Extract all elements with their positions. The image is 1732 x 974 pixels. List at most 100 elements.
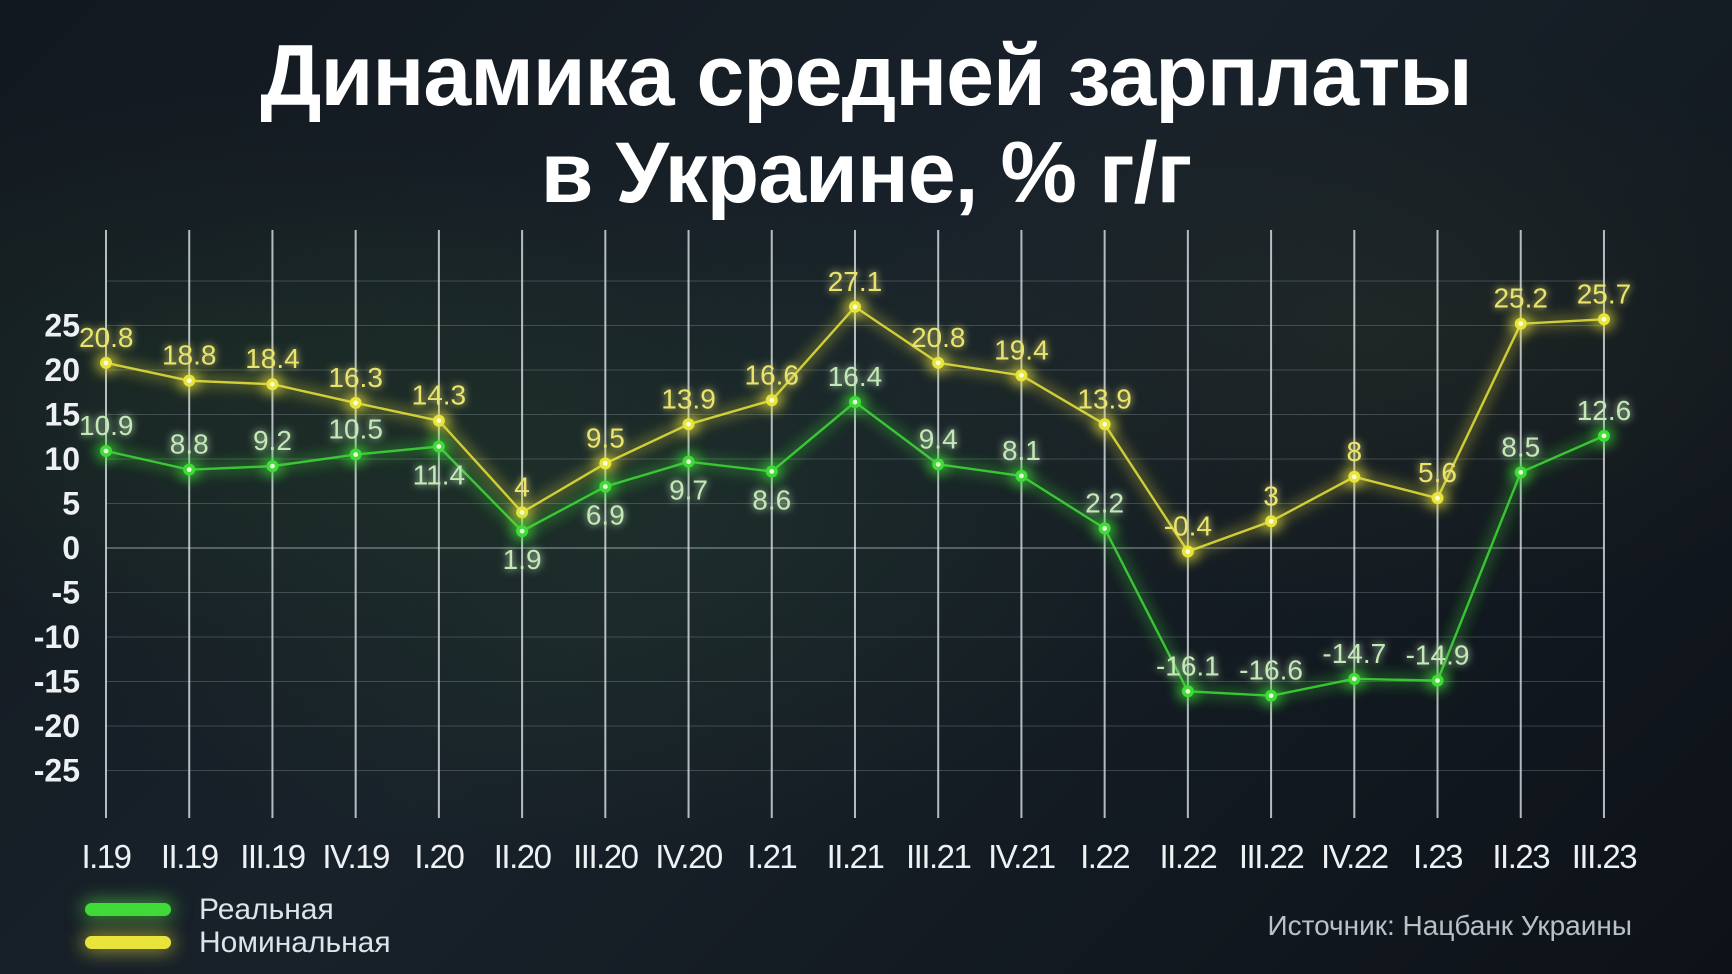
data-label: 8.6	[752, 484, 791, 515]
data-label: 20.8	[911, 322, 966, 353]
data-point-core	[436, 444, 442, 449]
data-point-core	[852, 399, 858, 405]
data-point-core	[602, 484, 608, 489]
legend-label-nominal: Номинальная	[199, 925, 391, 959]
data-point-core	[353, 452, 359, 457]
x-tick-label: I.21	[747, 838, 796, 875]
data-point-core	[1518, 321, 1524, 327]
x-tick-label: III.20	[573, 838, 639, 875]
data-label: -16.1	[1156, 650, 1220, 681]
data-point-core	[602, 461, 608, 466]
legend-item-nominal: Номинальная	[85, 926, 391, 959]
x-tick-label: II.23	[1492, 838, 1549, 875]
data-point-core	[769, 469, 775, 474]
data-label: 8	[1347, 436, 1363, 467]
data-point-core	[1351, 474, 1357, 480]
y-axis-tick-labels: 25 20 15 10 5 0 -5 -10 -15 -20 -25	[34, 308, 80, 789]
data-label: 9.5	[586, 422, 625, 453]
x-tick-label: IV.22	[1321, 838, 1388, 875]
y-tick-label: 25	[44, 308, 80, 344]
data-label: 27.1	[828, 266, 883, 297]
data-label: 12.6	[1577, 395, 1632, 426]
data-point-core	[1019, 473, 1024, 479]
data-point-core	[186, 467, 192, 473]
data-label: 16.4	[828, 361, 883, 392]
x-tick-label: II.22	[1160, 838, 1217, 875]
data-label: 11.4	[413, 460, 465, 491]
data-point-core	[769, 397, 775, 403]
data-point-core	[103, 360, 109, 366]
x-tick-label: III.21	[906, 838, 971, 875]
data-point-core	[1102, 526, 1108, 531]
data-label: 5.6	[1418, 457, 1457, 488]
data-label: -16.6	[1239, 655, 1303, 686]
data-point-core	[1268, 693, 1274, 699]
data-label: 25.7	[1577, 278, 1632, 309]
data-label: -14.9	[1406, 640, 1470, 671]
x-tick-label: III.19	[240, 838, 305, 875]
data-label: 10.9	[79, 410, 134, 441]
data-label: 10.5	[328, 414, 383, 445]
data-point-core	[1435, 678, 1440, 684]
data-point-core	[1435, 495, 1440, 501]
horizontal-gridlines	[106, 280, 1604, 771]
data-point-core	[186, 378, 192, 384]
y-tick-label: 15	[44, 397, 80, 433]
x-tick-label: III.23	[1572, 838, 1637, 875]
data-label: 8.1	[1002, 435, 1041, 466]
data-point-core	[935, 461, 941, 467]
data-label: 1.9	[503, 544, 542, 575]
data-point-core	[1518, 469, 1524, 475]
data-label: 8.8	[170, 429, 209, 460]
data-point-core	[519, 510, 525, 515]
data-label: 8.5	[1501, 431, 1540, 462]
y-tick-label: -20	[34, 708, 80, 744]
data-point-core	[270, 463, 275, 469]
x-tick-label: III.22	[1239, 838, 1304, 875]
data-label: 18.8	[162, 340, 217, 371]
data-label: 13.9	[1077, 383, 1132, 414]
data-point-core	[686, 459, 691, 465]
x-tick-label: II.21	[827, 838, 884, 875]
data-label: 13.9	[661, 383, 716, 414]
x-tick-label: IV.19	[322, 838, 389, 875]
data-label: 18.4	[245, 343, 300, 374]
data-label: 9.2	[253, 425, 292, 456]
data-point-core	[519, 528, 525, 534]
legend: Реальная Номинальная	[85, 893, 391, 959]
data-points	[95, 295, 1615, 707]
legend-swatch-real-icon	[85, 903, 171, 916]
x-tick-label: I.23	[1413, 838, 1462, 875]
data-label: 14.3	[412, 380, 467, 411]
data-point-core	[1102, 421, 1108, 427]
y-tick-label: 5	[62, 486, 80, 522]
data-point-core	[1351, 676, 1357, 682]
source-note: Источник: Нацбанк Украины	[1267, 910, 1632, 941]
chart-title: Динамика средней зарплаты в Украине, % г…	[0, 28, 1732, 222]
data-point-core	[270, 381, 275, 387]
data-point-core	[1601, 433, 1607, 439]
data-point-core	[852, 304, 858, 310]
data-point-core	[436, 418, 442, 424]
data-point-core	[1019, 372, 1024, 378]
data-label: 25.2	[1493, 283, 1548, 314]
y-tick-label: 20	[44, 352, 80, 388]
x-tick-label: I.19	[81, 838, 130, 875]
data-point-core	[1268, 518, 1274, 524]
data-label: 3	[1263, 480, 1279, 511]
legend-item-real: Реальная	[85, 893, 391, 926]
data-point-core	[1601, 316, 1607, 322]
data-point-labels: 20.8 18.8 18.4 16.3 14.3 4 9.5 13.9 16.6 27.1 20.8…	[79, 266, 1631, 686]
y-tick-label: 10	[44, 441, 80, 477]
legend-swatch-nominal-icon	[85, 936, 171, 949]
data-label: 19.4	[994, 334, 1049, 365]
legend-label-real: Реальная	[199, 892, 334, 926]
data-point-core	[1185, 549, 1191, 554]
data-label: 16.6	[745, 359, 800, 390]
data-label: 6.9	[586, 500, 625, 531]
data-point-core	[686, 421, 691, 427]
x-tick-label: I.22	[1080, 838, 1129, 875]
data-point-core	[935, 360, 941, 366]
y-tick-label: -5	[52, 575, 80, 611]
